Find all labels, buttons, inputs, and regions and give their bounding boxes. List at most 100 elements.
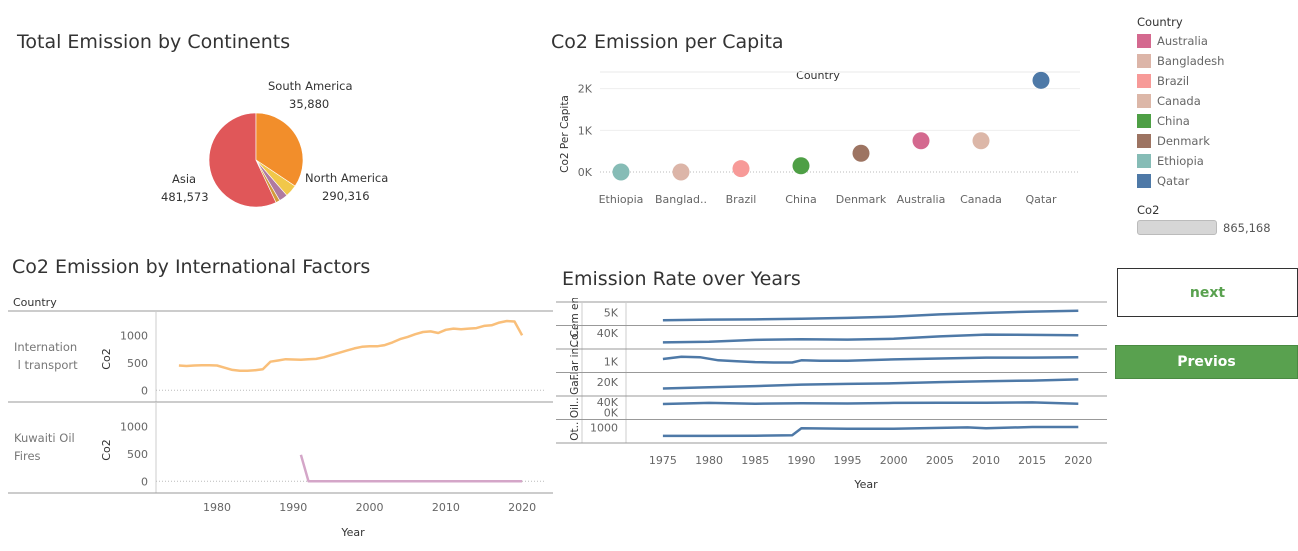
- scatter-point: [852, 144, 870, 162]
- legend-swatch: [1137, 74, 1151, 88]
- emission-rate-chart[interactable]: Cem en.. 5K Co.. 40K Flar in.. 1K Ga.. 20K Oil..…: [556, 298, 1111, 498]
- legend-swatch: [1137, 154, 1151, 168]
- legend-item[interactable]: Brazil: [1137, 71, 1271, 91]
- next-button[interactable]: next: [1117, 268, 1298, 317]
- color-legend: Country Australia Bangladesh Brazil Canada C…: [1137, 15, 1271, 235]
- intl-x-tick: 2000: [356, 501, 384, 514]
- legend-item[interactable]: Qatar: [1137, 171, 1271, 191]
- legend-item-label: Brazil: [1157, 74, 1190, 88]
- years-series-line: [662, 425, 1079, 438]
- intl-row-header: Country: [13, 296, 57, 309]
- legend-item-label: Bangladesh: [1157, 54, 1225, 68]
- legend-item[interactable]: China: [1137, 111, 1271, 131]
- size-legend-bar: [1137, 220, 1217, 235]
- intl-chart-title: Co2 Emission by International Factors: [12, 256, 371, 278]
- legend-swatch: [1137, 34, 1151, 48]
- years-x-tick: 2010: [972, 454, 1000, 467]
- legend-item-label: China: [1157, 114, 1190, 128]
- years-panel-name: Cem en..: [569, 298, 581, 337]
- years-x-tick: 1990: [787, 454, 815, 467]
- years-y-tick: 5K: [604, 307, 619, 320]
- legend-swatch: [1137, 94, 1151, 108]
- scatter-point: [732, 160, 750, 178]
- scatter-x-tick: China: [785, 193, 816, 206]
- intl-x-tick: 1980: [203, 501, 231, 514]
- years-y-tick: 1000: [590, 421, 618, 434]
- intl-x-tick: 2010: [432, 501, 460, 514]
- scatter-x-tick: Canada: [960, 193, 1002, 206]
- pie-label-asia-value: 481,573: [161, 190, 209, 204]
- intl-x-axis-title: Year: [340, 526, 365, 539]
- years-x-tick: 1975: [649, 454, 677, 467]
- pie-label-north-america-value: 290,316: [322, 189, 370, 203]
- scatter-point: [1032, 71, 1050, 89]
- legend-item[interactable]: Canada: [1137, 91, 1271, 111]
- years-y-tick: 20K: [597, 376, 619, 389]
- years-x-tick: 2005: [926, 454, 954, 467]
- scatter-y-tick: 0K: [578, 166, 593, 179]
- scatter-x-tick: Australia: [897, 193, 946, 206]
- scatter-x-tick: Ethiopia: [599, 193, 644, 206]
- intl-y-tick: 500: [127, 448, 148, 461]
- scatter-y-axis-title: Co2 Per Capita: [559, 95, 571, 173]
- years-chart-title: Emission Rate over Years: [562, 268, 801, 290]
- scatter-x-tick: Brazil: [726, 193, 757, 206]
- intl-series-line: [178, 319, 524, 372]
- intl-y-axis-title: Co2: [100, 348, 113, 369]
- intl-panel-name: Kuwaiti Oil Fires: [14, 431, 75, 463]
- legend-item-label: Ethiopia: [1157, 154, 1204, 168]
- intl-y-tick: 1000: [120, 420, 148, 433]
- years-series-line: [662, 401, 1079, 406]
- years-x-axis-title: Year: [853, 478, 878, 491]
- years-y-tick: 0K: [604, 406, 619, 419]
- years-x-tick: 1980: [695, 454, 723, 467]
- legend-swatch: [1137, 114, 1151, 128]
- legend-item[interactable]: Denmark: [1137, 131, 1271, 151]
- scatter-chart[interactable]: Country Co2 Per Capita 0K 1K 2K Ethiopia Bangl…: [550, 62, 1090, 212]
- scatter-point: [672, 163, 690, 181]
- intl-y-tick: 500: [127, 357, 148, 370]
- pie-slice: [208, 112, 277, 208]
- legend-item-label: Australia: [1157, 34, 1208, 48]
- scatter-point: [612, 163, 630, 181]
- pie-label-north-america-name: North America: [305, 171, 389, 185]
- intl-y-axis-title: Co2: [100, 439, 113, 460]
- previous-button[interactable]: Previos: [1115, 345, 1298, 379]
- intl-x-tick: 2020: [508, 501, 536, 514]
- years-x-tick: 2000: [880, 454, 908, 467]
- years-series-line: [662, 309, 1079, 322]
- pie-chart[interactable]: [190, 100, 320, 220]
- legend-item-label: Canada: [1157, 94, 1201, 108]
- years-panel-name: Oil..: [569, 397, 581, 418]
- intl-factors-chart[interactable]: Country Internation l transport Co2 0 500 100…: [8, 292, 553, 544]
- years-panel-name: Co..: [569, 327, 581, 347]
- years-x-tick: 2015: [1018, 454, 1046, 467]
- legend-swatch: [1137, 174, 1151, 188]
- legend-item[interactable]: Bangladesh: [1137, 51, 1271, 71]
- legend-item[interactable]: Australia: [1137, 31, 1271, 51]
- intl-series-line: [299, 454, 523, 483]
- scatter-point: [972, 132, 990, 150]
- scatter-point: [792, 157, 810, 175]
- years-panel-name: Flar in..: [569, 341, 581, 380]
- intl-panel-name: Internation l transport: [14, 340, 78, 372]
- size-legend-value: 865,168: [1223, 220, 1271, 235]
- scatter-x-tick: Qatar: [1026, 193, 1057, 206]
- pie-label-asia-name: Asia: [172, 172, 197, 186]
- years-y-tick: 1K: [604, 356, 619, 369]
- legend-swatch: [1137, 54, 1151, 68]
- legend-item-label: Qatar: [1157, 174, 1190, 188]
- scatter-x-tick: Banglad..: [655, 193, 707, 206]
- intl-x-tick: 1990: [279, 501, 307, 514]
- legend-item-label: Denmark: [1157, 134, 1210, 148]
- legend-item[interactable]: Ethiopia: [1137, 151, 1271, 171]
- years-y-tick: 40K: [597, 396, 619, 409]
- years-panel-name: Ot..: [569, 422, 581, 441]
- scatter-point: [912, 132, 930, 150]
- pie-label-south-america-value: 35,880: [289, 97, 330, 111]
- scatter-y-tick: 2K: [578, 83, 593, 96]
- years-y-tick: 40K: [597, 327, 619, 340]
- years-x-tick: 1985: [741, 454, 769, 467]
- legend-swatch: [1137, 134, 1151, 148]
- years-series-line: [662, 355, 1079, 364]
